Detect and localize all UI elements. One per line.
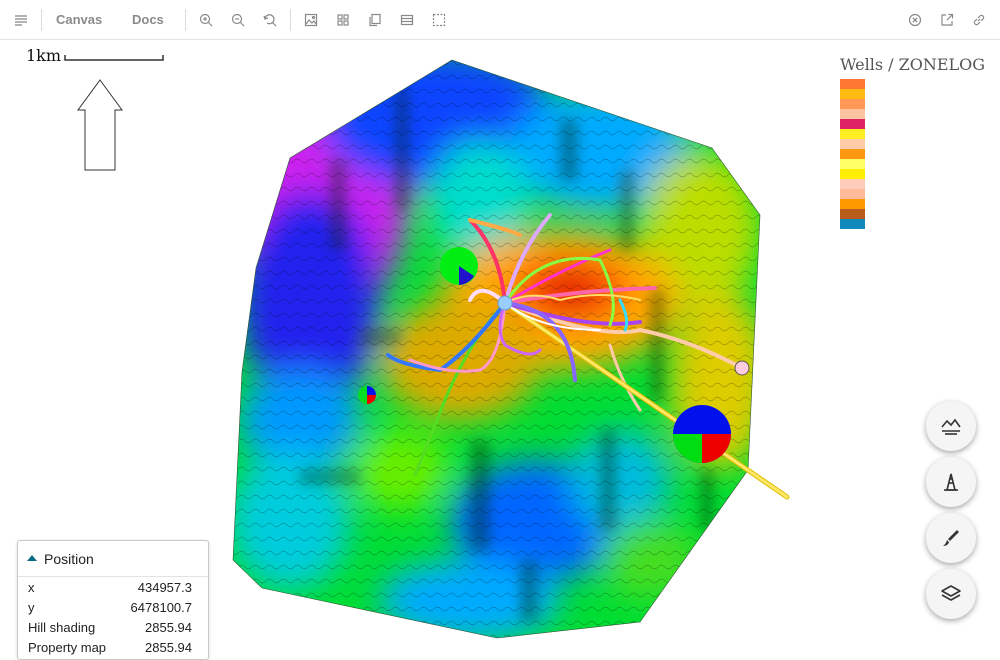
collapse-caret-icon[interactable] [27,555,37,561]
image-icon[interactable] [302,11,320,29]
legend-swatch [840,109,865,119]
legend-swatch [840,119,865,129]
position-value: 6478100.7 [130,600,192,615]
legend-swatch [840,139,865,149]
frame-icon[interactable] [398,11,416,29]
external-link-icon[interactable] [938,11,956,29]
wells-button[interactable] [926,457,976,507]
scale-bar [64,55,164,61]
grid-icon[interactable] [334,11,352,29]
link-icon[interactable] [970,11,988,29]
position-panel-title: Position [44,551,94,567]
scale-bar-label: 1km [26,46,62,65]
toolbar-divider [185,9,186,31]
reset-zoom-icon[interactable] [261,11,279,29]
legend-swatch [840,149,865,159]
hill-shading-button[interactable] [926,401,976,451]
position-panel-header: Position [18,541,208,577]
map-canvas[interactable]: 1km Wells / ZONELOG [0,40,1000,660]
position-key: Property map [28,640,107,655]
well-head[interactable] [497,295,513,311]
position-panel: Position x 434957.3 y 6478100.7 Hill sha… [17,540,209,660]
position-value: 434957.3 [137,580,192,595]
position-row-property-map: Property map 2855.94 [28,640,192,658]
pie-chart-small[interactable] [358,386,376,404]
nav-docs[interactable]: Docs [132,12,164,27]
position-value: 2855.94 [145,620,192,635]
toolbar-divider [290,9,291,31]
legend-swatch [840,219,865,229]
legend-swatch [840,169,865,179]
legend-title: Wells / ZONELOG [840,55,986,74]
close-circle-icon[interactable] [906,11,924,29]
well-head[interactable] [734,360,750,376]
legend-swatch [840,99,865,109]
north-arrow-icon [77,79,123,171]
position-key: y [28,600,35,615]
legend-swatches [840,79,865,229]
menu-icon[interactable] [12,11,30,29]
toolbar: Canvas Docs [0,0,1000,40]
nav-canvas[interactable]: Canvas [56,12,103,27]
legend-swatch [840,129,865,139]
legend-swatch [840,159,865,169]
legend-swatch [840,89,865,99]
wells-icon [944,473,958,491]
zoom-in-icon[interactable] [197,11,215,29]
property-surface [233,60,760,638]
surface-outline [232,59,761,639]
position-row-x: x 434957.3 [28,580,192,598]
layers-button[interactable] [926,569,976,619]
position-key: x [28,580,35,595]
well-trajectories[interactable] [386,213,790,500]
legend-swatch [840,189,865,199]
position-value: 2855.94 [145,640,192,655]
position-row-hill-shading: Hill shading 2855.94 [28,620,192,638]
hill-shading-icon [941,418,961,435]
fullscreen-icon[interactable] [430,11,448,29]
map-svg[interactable] [0,40,1000,660]
legend-swatch [840,209,865,219]
position-row-y: y 6478100.7 [28,600,192,618]
pie-chart-large[interactable] [673,405,731,463]
pie-chart-medium[interactable] [440,247,478,285]
draw-button[interactable] [926,513,976,563]
toolbar-divider [41,9,42,31]
zoom-out-icon[interactable] [229,11,247,29]
copy-icon[interactable] [366,11,384,29]
draw-icon [943,530,959,546]
legend-swatch [840,199,865,209]
layers-icon [941,585,961,601]
legend-swatch [840,179,865,189]
legend-swatch [840,79,865,89]
position-key: Hill shading [28,620,96,635]
